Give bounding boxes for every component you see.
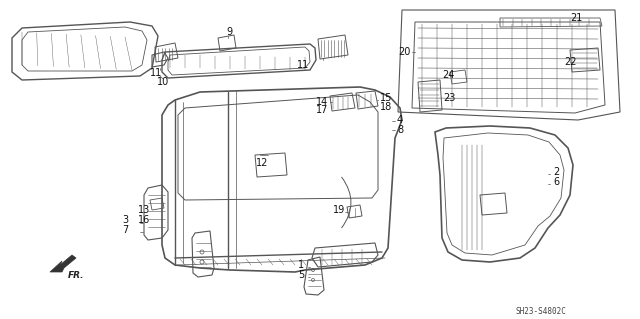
Text: 10: 10 [157,77,169,87]
Text: 14: 14 [316,97,328,107]
Text: 8: 8 [397,125,403,135]
Text: 16: 16 [138,215,150,225]
Text: FR.: FR. [68,271,84,279]
Text: 22: 22 [564,57,577,67]
Text: 24: 24 [442,70,454,80]
Text: 20: 20 [398,47,410,57]
Text: 2: 2 [553,167,559,177]
Text: 9: 9 [226,27,232,37]
Polygon shape [50,255,76,272]
Text: 7: 7 [122,225,128,235]
Text: 18: 18 [380,102,392,112]
Text: 23: 23 [443,93,456,103]
Text: SH23-S4802C: SH23-S4802C [516,307,567,315]
Text: 11: 11 [297,60,309,70]
Text: 3: 3 [122,215,128,225]
Text: 17: 17 [316,105,328,115]
Text: 4: 4 [397,115,403,125]
Text: 5: 5 [298,270,304,280]
Text: 1: 1 [298,260,304,270]
Text: 15: 15 [380,93,392,103]
Text: 12: 12 [256,158,268,168]
Text: 19: 19 [333,205,345,215]
Text: 21: 21 [570,13,582,23]
Text: 11: 11 [150,68,162,78]
Text: 13: 13 [138,205,150,215]
Text: 6: 6 [553,177,559,187]
